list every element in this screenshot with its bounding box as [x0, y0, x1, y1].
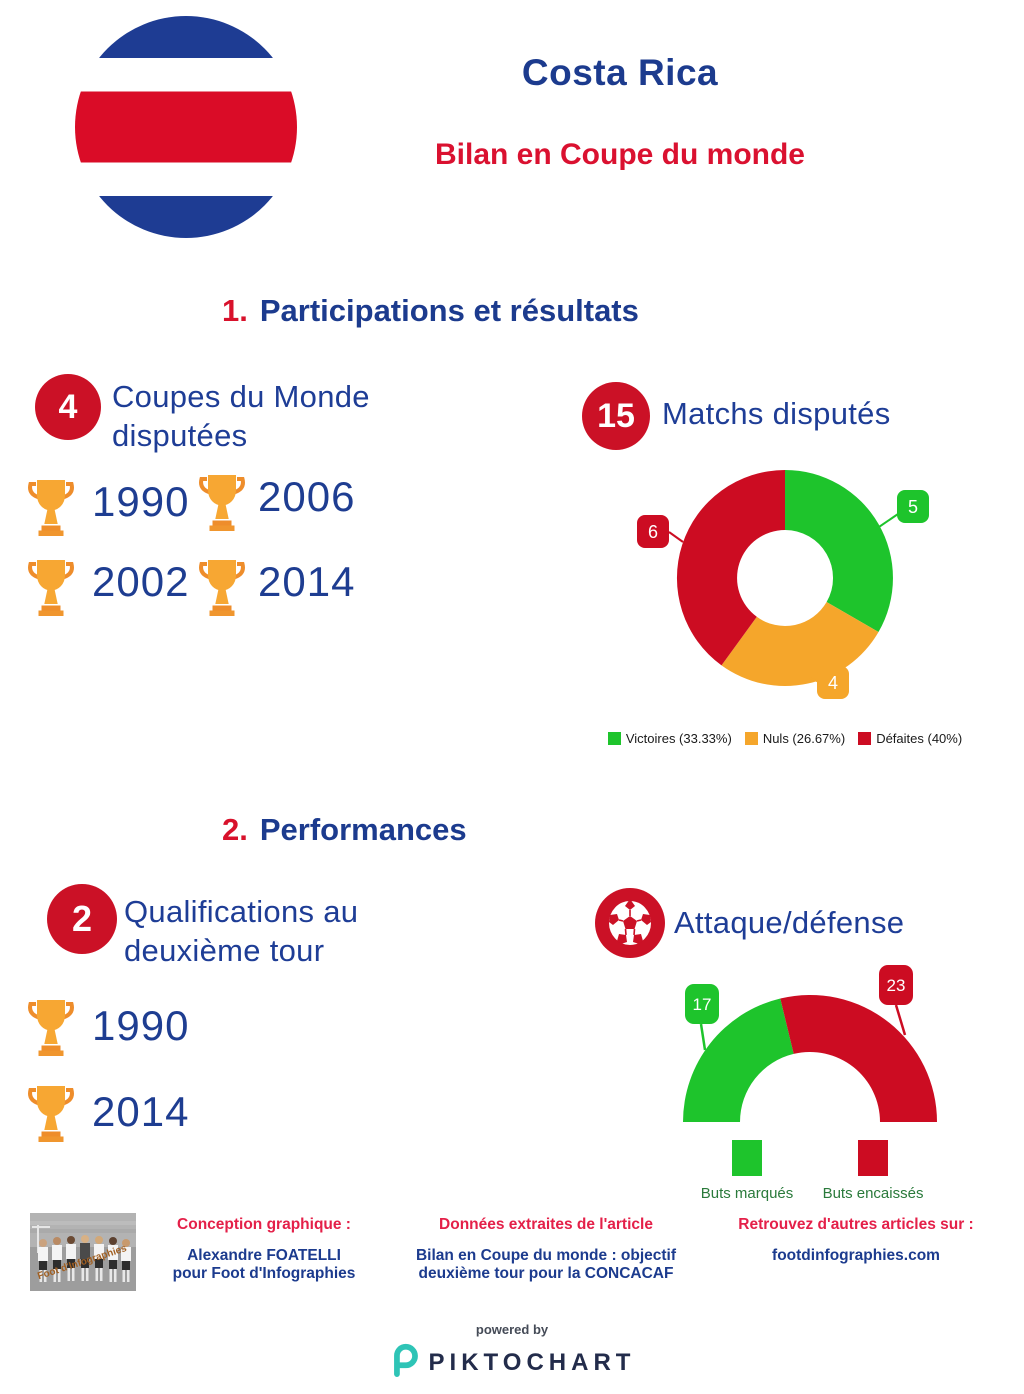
team-photo: Foot d'Infographies	[30, 1213, 136, 1291]
section2-number: 2.	[222, 812, 248, 847]
world-cups-count-badge: 4	[35, 374, 101, 440]
donut-slice-victoires	[785, 470, 893, 632]
svg-text:23: 23	[887, 976, 906, 995]
gauge-legend-label: Buts encaissés	[822, 1185, 924, 1202]
powered-by: powered by PIKTOCHART	[0, 1322, 1024, 1382]
legend-label: Nuls (26.67%)	[762, 731, 846, 746]
svg-text:5: 5	[908, 497, 918, 517]
credit-heading: Conception graphique :	[177, 1216, 351, 1233]
more-heading: Retrouvez d'autres articles sur :	[738, 1216, 974, 1233]
matches-donut-chart: 5 6 4	[625, 428, 945, 728]
donut-badge-defaites	[637, 515, 669, 548]
header: Costa Rica Bilan en Coupe du monde	[310, 0, 930, 240]
gauge-badge-marques	[685, 984, 719, 1024]
section1-number: 1.	[222, 293, 248, 328]
trophy-icon	[199, 557, 245, 622]
world-cup-year: 1990	[92, 478, 190, 525]
svg-text:6: 6	[648, 522, 658, 542]
legend-label: Victoires (33.33%)	[625, 731, 732, 746]
trophy-icon	[28, 557, 74, 622]
legend-swatch-red	[858, 732, 872, 745]
matches-label: Matchs disputés	[662, 396, 891, 431]
page-subtitle: Bilan en Coupe du monde	[434, 138, 805, 171]
legend-swatch-green	[607, 732, 621, 745]
section2-title: Performances	[259, 812, 467, 847]
gauge-slice-marques	[683, 998, 794, 1122]
qualification-year: 2014	[92, 1088, 190, 1135]
website-url: footdinfographies.com	[772, 1247, 940, 1264]
piktochart-wordmark: PIKTOCHART	[428, 1348, 636, 1376]
legend-item-victoires: Victoires (33.33%)	[607, 731, 732, 746]
world-cup-year: 2002	[92, 558, 190, 605]
source-line2: deuxième tour pour la CONCACAF	[418, 1265, 674, 1282]
soccer-ball-icon	[595, 888, 665, 958]
attack-defense-gauge-chart: 17 23 Buts marqués Buts encaissés	[655, 962, 965, 1212]
section1-title: Participations et résultats	[259, 293, 639, 328]
source-heading: Données extraites de l'article	[439, 1216, 653, 1233]
section1-header: 1. Participations et résultats	[222, 293, 639, 329]
gauge-slice-encaisses	[780, 994, 937, 1122]
matches-count-badge: 15	[582, 382, 650, 450]
legend-label: Défaites (40%)	[876, 731, 963, 746]
legend-item-defaites: Défaites (40%)	[858, 731, 962, 746]
gauge-legend-encaisses: Buts encaissés	[823, 1140, 923, 1202]
donut-badge-victoires	[897, 490, 929, 523]
piktochart-logo-icon	[389, 1343, 419, 1382]
powered-by-label: powered by	[475, 1322, 549, 1337]
credit-line2: pour Foot d'Infographies	[172, 1265, 356, 1282]
qualification-year: 1990	[92, 1002, 190, 1049]
page-title: Costa Rica	[521, 52, 719, 93]
donut-slice-defaites	[676, 469, 785, 666]
footer-more-articles: Retrouvez d'autres articles sur : footdi…	[720, 1216, 992, 1265]
donut-slice-nuls	[721, 602, 879, 687]
qualifications-label: Qualifications au deuxième tour	[124, 894, 359, 968]
trophy-icon	[28, 997, 74, 1062]
gauge-swatch-red	[858, 1140, 888, 1176]
attack-defense-label: Attaque/défense	[674, 905, 905, 940]
legend-item-nuls: Nuls (26.67%)	[744, 731, 846, 746]
gauge-swatch-green	[732, 1140, 762, 1176]
donut-legend: Victoires (33.33%) Nuls (26.67%) Défaite…	[585, 731, 985, 746]
legend-swatch-orange	[744, 732, 758, 745]
footer-credit: Conception graphique : Alexandre FOATELL…	[128, 1216, 400, 1283]
gauge-legend-marques: Buts marqués	[700, 1140, 794, 1202]
footer-source: Données extraites de l'article Bilan en …	[410, 1216, 682, 1283]
trophy-icon	[28, 477, 74, 542]
trophy-icon	[199, 472, 245, 537]
source-line1: Bilan en Coupe du monde : objectif	[415, 1247, 677, 1264]
world-cup-year: 2014	[258, 558, 356, 605]
section2-header: 2. Performances	[222, 812, 467, 848]
gauge-badge-encaisses	[879, 965, 913, 1005]
qualifications-count-badge: 2	[47, 884, 117, 954]
world-cup-year: 2006	[258, 473, 356, 520]
svg-text:17: 17	[693, 995, 712, 1014]
donut-badge-nuls	[817, 666, 849, 699]
trophy-icon	[28, 1083, 74, 1148]
gauge-legend-label: Buts marqués	[700, 1185, 794, 1202]
credit-line1: Alexandre FOATELLI	[187, 1247, 341, 1264]
svg-text:4: 4	[828, 673, 838, 693]
world-cups-label: Coupes du Monde disputées	[112, 379, 370, 453]
costa-rica-flag	[75, 16, 297, 238]
